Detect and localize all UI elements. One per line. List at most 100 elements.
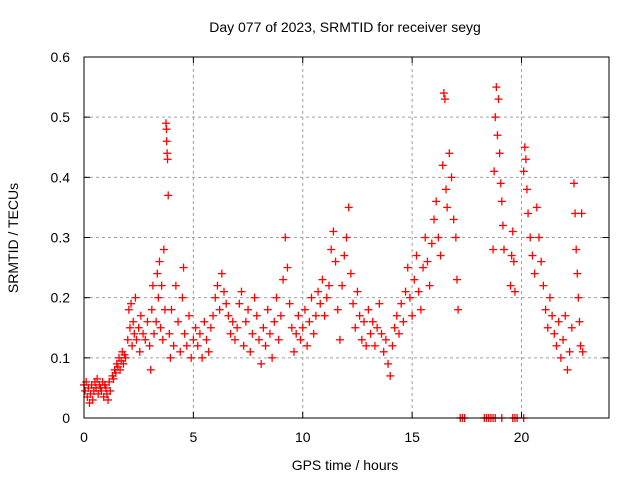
data-point — [153, 269, 162, 278]
data-point — [270, 317, 279, 326]
data-point — [294, 311, 303, 320]
data-point — [213, 281, 222, 290]
data-point — [443, 203, 452, 212]
data-point — [217, 269, 226, 278]
data-point — [311, 311, 320, 320]
data-point — [577, 209, 586, 218]
data-point — [575, 317, 584, 326]
data-point — [109, 374, 118, 383]
data-point — [507, 251, 516, 260]
data-point — [452, 275, 461, 284]
data-point — [176, 347, 185, 356]
data-point — [493, 131, 502, 140]
data-point — [198, 353, 207, 362]
data-point — [132, 335, 141, 344]
x-axis-ticks: 0 5 10 15 20 — [80, 57, 529, 445]
data-point — [250, 293, 259, 302]
data-point — [451, 233, 460, 242]
data-point — [375, 299, 384, 308]
data-point — [500, 245, 508, 254]
data-point — [174, 317, 183, 326]
data-point — [541, 305, 550, 314]
data-point — [268, 353, 277, 362]
data-point — [119, 359, 128, 368]
x-axis-label: GPS time / hours — [292, 457, 399, 473]
data-point — [185, 311, 193, 320]
data-point — [423, 257, 432, 266]
data-point — [574, 293, 583, 302]
data-point — [298, 323, 307, 332]
x-tick-label: 0 — [80, 429, 88, 445]
data-point — [440, 95, 449, 104]
data-point — [147, 305, 156, 314]
data-point — [539, 281, 548, 290]
data-point — [528, 251, 537, 260]
y-axis-label: SRMTID / TECUs — [5, 183, 21, 293]
data-point — [338, 281, 347, 290]
data-point — [357, 335, 366, 344]
data-points — [80, 83, 587, 422]
data-point — [401, 287, 410, 296]
data-point — [179, 263, 188, 272]
data-point — [157, 281, 166, 290]
data-point — [377, 329, 386, 338]
data-point — [274, 335, 283, 344]
data-point — [329, 227, 338, 236]
data-point — [403, 263, 412, 272]
data-point — [131, 293, 140, 302]
data-point — [136, 311, 145, 320]
data-point — [532, 203, 541, 212]
data-point — [405, 293, 414, 302]
data-point — [283, 263, 292, 272]
data-point — [490, 167, 499, 176]
data-point — [134, 323, 143, 332]
data-point — [447, 173, 456, 182]
y-tick-label: 0.5 — [51, 109, 71, 125]
data-point — [135, 347, 144, 356]
data-point — [290, 347, 298, 356]
data-point — [563, 365, 572, 374]
data-point — [272, 293, 281, 302]
data-point — [489, 245, 498, 254]
data-point — [392, 311, 401, 320]
data-point — [327, 245, 336, 254]
data-point — [567, 323, 576, 332]
data-point — [226, 329, 235, 338]
data-point — [228, 317, 237, 326]
data-point — [193, 341, 202, 350]
data-point — [159, 245, 168, 254]
data-point — [246, 347, 255, 356]
data-point — [316, 299, 325, 308]
data-point — [189, 335, 198, 344]
data-point — [368, 317, 377, 326]
data-point — [425, 281, 434, 290]
data-point — [230, 335, 239, 344]
data-point — [412, 251, 421, 260]
data-point — [445, 149, 454, 158]
data-point — [520, 143, 529, 152]
data-point — [498, 221, 507, 230]
data-point — [305, 317, 314, 326]
data-point — [164, 191, 173, 200]
data-point — [104, 395, 113, 404]
data-point — [510, 287, 519, 296]
data-point — [281, 233, 290, 242]
data-point — [259, 323, 268, 332]
data-point — [421, 233, 430, 242]
data-point — [554, 317, 563, 326]
data-point — [211, 293, 220, 302]
data-point — [116, 365, 125, 374]
data-point — [573, 269, 582, 278]
data-point — [285, 299, 294, 308]
data-point — [206, 323, 215, 332]
y-tick-label: 0.2 — [51, 290, 71, 306]
data-point — [314, 287, 323, 296]
data-point — [397, 299, 406, 308]
data-point — [182, 341, 191, 350]
data-point — [148, 281, 157, 290]
data-point — [519, 167, 528, 176]
data-point — [200, 317, 209, 326]
data-point — [495, 149, 504, 158]
data-point — [521, 155, 530, 164]
